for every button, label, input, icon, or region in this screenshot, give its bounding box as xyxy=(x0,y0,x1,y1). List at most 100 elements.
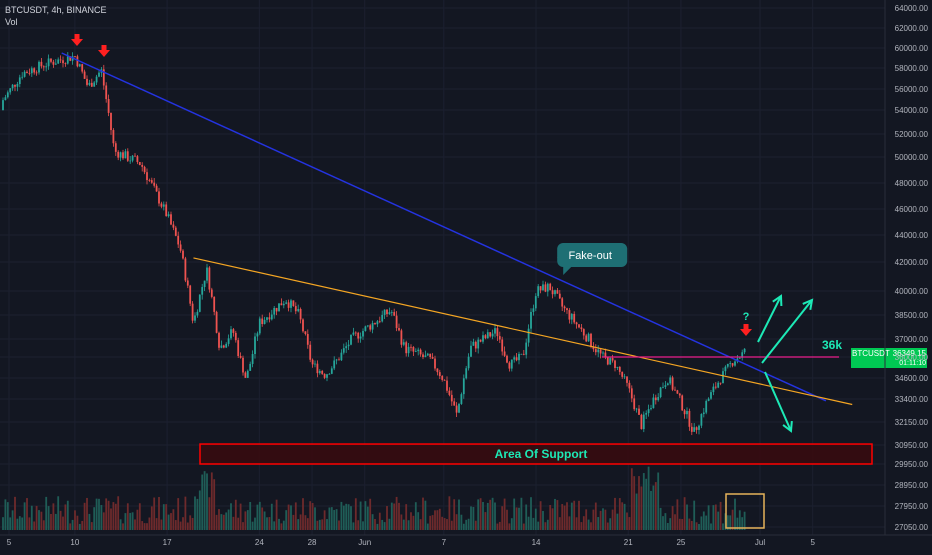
candle-body xyxy=(738,357,741,359)
volume-bar xyxy=(491,497,494,530)
volume-bar xyxy=(525,504,528,530)
volume-bar xyxy=(681,519,684,530)
candle-body xyxy=(503,351,506,356)
candle-body xyxy=(414,351,417,352)
volume-bar xyxy=(117,496,120,530)
volume-bar xyxy=(693,500,696,530)
volume-bar xyxy=(129,512,132,530)
candle-body xyxy=(561,298,564,307)
candle-body xyxy=(114,143,117,152)
time-tick-label: 7 xyxy=(442,538,447,547)
volume-bar xyxy=(167,514,170,530)
candle-body xyxy=(311,359,314,365)
time-axis[interactable]: 5 10 17 24 28 Jun 7 14 21 25 Jul 5 xyxy=(0,534,932,547)
price-axis[interactable]: 64000.00 62000.00 60000.00 58000.00 56000.00… xyxy=(884,0,929,535)
volume-bar xyxy=(460,514,463,530)
volume-bar xyxy=(292,514,295,530)
volume-bar xyxy=(206,473,208,530)
candle-body xyxy=(268,317,271,320)
candle-body xyxy=(210,289,213,297)
volume-bar xyxy=(714,504,717,530)
candle-body xyxy=(244,372,247,378)
time-tick-label: 21 xyxy=(624,538,633,547)
volume-bar xyxy=(297,519,300,530)
red-down-arrow xyxy=(71,34,83,46)
volume-bar xyxy=(256,504,259,530)
candle-body xyxy=(290,300,292,308)
candle-body xyxy=(30,68,33,74)
candle-body xyxy=(407,346,410,354)
volume-bar xyxy=(486,502,489,530)
volume-bar xyxy=(261,507,264,530)
volume-bar xyxy=(702,511,705,530)
candle-body xyxy=(45,66,48,68)
volume-bar xyxy=(318,519,321,530)
price-tick-label: 54000.00 xyxy=(895,106,929,115)
volume-bar xyxy=(170,513,172,530)
price-tick-label: 48000.00 xyxy=(895,179,929,188)
volume-bar xyxy=(467,518,470,530)
volume-bar xyxy=(441,516,444,530)
price-tick-label: 27950.00 xyxy=(895,502,929,511)
candle-body xyxy=(618,366,621,372)
volume-bar xyxy=(304,515,307,530)
volume-bar xyxy=(614,497,616,530)
volume-bar xyxy=(352,522,355,530)
volume-bar xyxy=(220,514,223,530)
price-tick-label: 62000.00 xyxy=(895,24,929,33)
candle-body xyxy=(107,99,110,113)
volume-bar xyxy=(443,518,446,530)
volume-bar xyxy=(597,517,600,530)
volume-bar xyxy=(410,512,412,530)
volume-bar xyxy=(426,523,429,530)
time-tick-label: 25 xyxy=(676,538,685,547)
candle-body xyxy=(532,308,535,312)
candle-body xyxy=(172,224,175,228)
candle-body xyxy=(126,151,129,161)
volume-bar xyxy=(282,520,285,530)
candle-body xyxy=(129,160,132,162)
volume-bar xyxy=(590,522,592,530)
candle-body xyxy=(328,373,331,375)
volume-bar xyxy=(249,501,252,530)
candle-body xyxy=(465,368,468,379)
time-tick-label: 5 xyxy=(7,538,12,547)
volume-bar xyxy=(566,502,568,530)
candle-body xyxy=(429,353,432,358)
volume-bar xyxy=(551,508,554,530)
price-tick-label: 28950.00 xyxy=(895,481,929,490)
price-tick-label: 37000.00 xyxy=(895,335,929,344)
candle-body xyxy=(597,349,600,353)
candle-body xyxy=(4,97,7,101)
candle-body xyxy=(566,308,568,311)
candle-body xyxy=(448,390,451,395)
candle-body xyxy=(527,328,530,343)
candle-body xyxy=(330,368,333,374)
volume-bar xyxy=(342,505,345,530)
candle-body xyxy=(431,357,434,359)
price-tick-label: 56000.00 xyxy=(895,85,929,94)
volume-bar xyxy=(546,519,549,530)
volume-bar xyxy=(263,511,266,530)
volume-bar xyxy=(362,521,364,530)
volume-bar xyxy=(81,520,84,530)
volume-bar xyxy=(602,508,604,530)
candle-body xyxy=(693,427,696,432)
volume-bar xyxy=(366,506,369,530)
candle-body xyxy=(35,72,38,74)
volume-bar xyxy=(280,523,283,530)
volume-bar xyxy=(726,515,729,530)
candle-body xyxy=(683,410,686,415)
volume-bar xyxy=(350,506,352,530)
candle-body xyxy=(179,244,182,251)
candle-body xyxy=(326,374,328,378)
volume-bar xyxy=(26,498,28,530)
candle-body xyxy=(314,363,316,365)
candle-body xyxy=(460,394,463,404)
candle-body xyxy=(174,227,177,236)
candle-body xyxy=(239,356,242,358)
volume-bar xyxy=(690,520,693,530)
